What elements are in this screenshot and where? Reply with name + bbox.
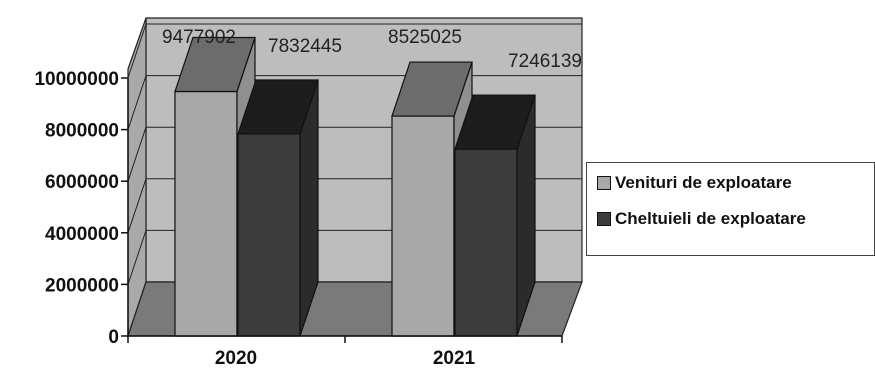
bar-2020-series-2 <box>237 79 319 337</box>
legend-swatch-cheltuieli <box>597 212 611 226</box>
bar-front <box>391 115 455 337</box>
y-tick-label: 4000000 <box>45 224 119 245</box>
x-tick-label: 2021 <box>433 348 476 369</box>
bar-front <box>174 90 238 337</box>
y-tick-label: 0 <box>108 327 119 348</box>
gridline-side <box>127 230 147 285</box>
data-label: 7246139 <box>508 51 582 72</box>
data-label: 7832445 <box>268 36 342 57</box>
gridline-side <box>127 178 147 233</box>
x-tick-label: 2020 <box>215 348 257 369</box>
bar-top <box>174 36 256 93</box>
legend-item-cheltuieli: Cheltuieli de exploatare <box>597 209 806 229</box>
data-labels: 9477902 7832445 8525025 7246139 <box>162 27 582 72</box>
bars <box>174 36 536 337</box>
y-tick-label: 6000000 <box>45 172 119 193</box>
gridline-side <box>127 23 147 79</box>
bar-front <box>237 133 301 337</box>
gridline-side <box>127 75 147 130</box>
data-label: 8525025 <box>388 27 462 48</box>
bar-top <box>454 94 536 150</box>
legend: Venituri de exploatare Cheltuieli de exp… <box>586 162 875 256</box>
data-label: 9477902 <box>162 27 236 48</box>
bar-2021-series-2 <box>454 94 536 337</box>
gridline-side <box>127 127 147 182</box>
y-tick-label: 2000000 <box>45 275 119 296</box>
y-tick-label: 8000000 <box>45 121 119 142</box>
legend-label-venituri: Venituri de exploatare <box>615 173 792 192</box>
legend-item-venituri: Venituri de exploatare <box>597 173 792 193</box>
bar-top <box>391 61 473 117</box>
bar-front <box>454 148 518 337</box>
bar-top <box>237 79 319 135</box>
y-axis: 0 2000000 4000000 6000000 8000000 10000000 <box>34 69 129 348</box>
x-axis: 2020 2021 <box>127 335 563 369</box>
legend-swatch-venituri <box>597 176 611 190</box>
legend-label-cheltuieli: Cheltuieli de exploatare <box>615 209 806 228</box>
y-tick-label: 10000000 <box>34 69 119 90</box>
